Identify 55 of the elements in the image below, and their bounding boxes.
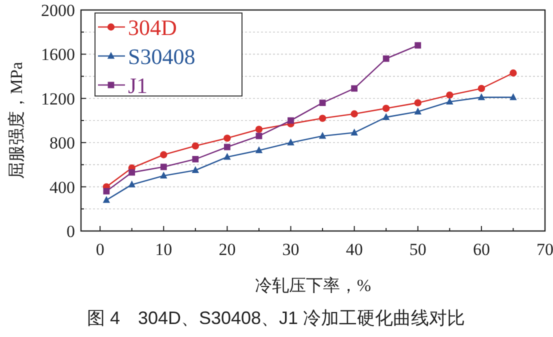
point xyxy=(318,114,326,122)
point xyxy=(287,138,294,146)
x-tick-label: 50 xyxy=(409,240,426,259)
point xyxy=(192,142,200,150)
legend-label: 304D xyxy=(128,15,177,40)
legend-label: J1 xyxy=(128,73,148,98)
point xyxy=(160,151,168,158)
x-tick-label: 20 xyxy=(218,240,236,259)
point xyxy=(192,166,200,174)
x-tick-label: 40 xyxy=(346,240,363,259)
point xyxy=(351,85,358,92)
point xyxy=(382,104,390,112)
x-tick-label: 30 xyxy=(282,240,300,259)
point xyxy=(318,132,326,139)
point xyxy=(510,93,517,100)
x-tick-label: 10 xyxy=(155,240,172,259)
y-tick-label: 1200 xyxy=(41,89,75,108)
point xyxy=(414,99,422,106)
point xyxy=(102,196,110,203)
y-tick-label: 1600 xyxy=(41,45,75,64)
x-tick-label: 60 xyxy=(472,240,490,259)
point xyxy=(192,156,199,162)
point xyxy=(224,152,231,160)
point xyxy=(160,164,167,170)
point xyxy=(414,108,422,114)
point xyxy=(382,55,390,62)
point xyxy=(160,172,168,179)
point xyxy=(510,69,517,77)
point xyxy=(446,98,454,105)
y-tick-label: 0 xyxy=(66,222,75,241)
x-tick-label: 0 xyxy=(96,240,104,259)
point xyxy=(350,110,358,118)
text: 图 4 304D、S30408、J1 冷加工硬化曲线对比 xyxy=(86,308,466,328)
point xyxy=(319,100,326,106)
point xyxy=(255,126,263,133)
y-tick-label: 2000 xyxy=(41,1,75,20)
y-tick-label: 800 xyxy=(50,134,75,153)
point xyxy=(382,113,390,120)
point xyxy=(128,169,136,176)
point xyxy=(103,188,110,194)
legend-label: S30408 xyxy=(128,44,196,69)
x-axis-title: 冷轧压下率，% xyxy=(254,276,372,295)
point xyxy=(224,134,231,142)
point xyxy=(288,117,294,124)
point xyxy=(350,128,358,136)
point xyxy=(414,42,422,49)
point xyxy=(128,180,136,188)
point xyxy=(224,144,230,150)
y-tick-label: 400 xyxy=(50,178,75,197)
point xyxy=(446,91,454,99)
point xyxy=(478,93,486,100)
x-tick-label: 70 xyxy=(536,240,553,259)
y-axis-title: 屈服强度，MPa xyxy=(7,61,26,180)
point xyxy=(478,84,486,92)
point xyxy=(255,146,263,154)
